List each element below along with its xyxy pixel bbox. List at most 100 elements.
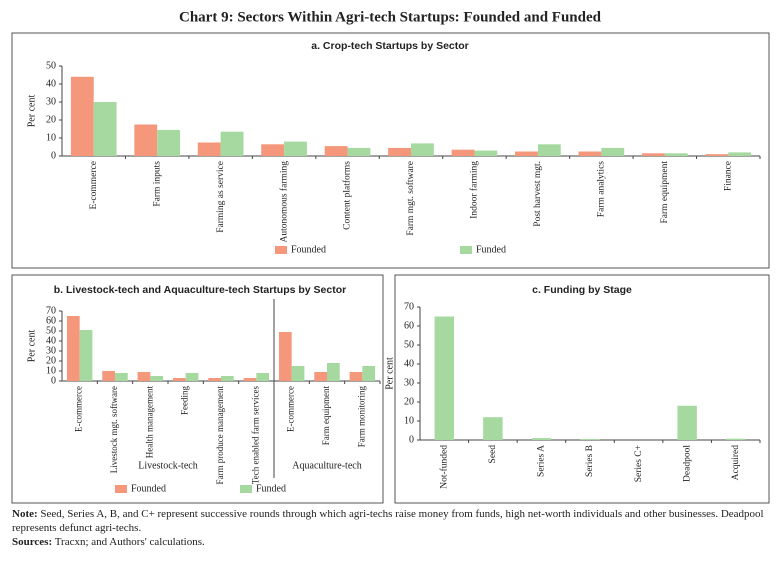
bar — [347, 147, 371, 156]
bar — [208, 378, 221, 381]
legend-swatch — [460, 246, 472, 254]
bar — [537, 144, 561, 156]
x-tick-label: Farm mgt. software — [405, 161, 416, 236]
y-tick-label: 10 — [404, 415, 414, 426]
x-tick-label: Farm equipment — [321, 386, 331, 446]
x-tick-label: Series C+ — [634, 445, 644, 482]
bar — [324, 146, 348, 156]
bar — [677, 405, 697, 440]
x-tick-label: E-commerce — [74, 386, 84, 432]
panel-title: c. Funding by Stage — [532, 284, 632, 296]
sources: Sources: Tracxn; and Authors' calculatio… — [12, 535, 772, 549]
panel-title: b. Livestock-tech and Aquaculture-tech S… — [54, 284, 347, 296]
panel-frame — [11, 32, 770, 269]
x-tick-label: Series A — [537, 445, 547, 477]
bar — [172, 378, 186, 381]
bar — [728, 152, 752, 156]
x-tick-label: Farm inputs — [152, 161, 162, 207]
bar — [102, 371, 115, 381]
y-tick-label: 50 — [404, 339, 414, 350]
bar — [314, 372, 327, 381]
note-block: Note: Seed, Series A, B, and C+ represen… — [12, 507, 772, 549]
y-tick-label: 10 — [46, 365, 56, 376]
bar — [601, 147, 625, 156]
legend-swatch — [115, 485, 127, 493]
bar — [137, 372, 151, 381]
bar — [243, 378, 257, 381]
x-tick-label: Content platforms — [342, 161, 353, 230]
legend-label: Founded — [291, 244, 326, 255]
y-tick-label: 70 — [404, 301, 414, 312]
x-tick-label: Deadpool — [682, 445, 692, 482]
panel-title: a. Crop-tech Startups by Sector — [311, 40, 469, 52]
y-tick-label: 0 — [51, 150, 56, 161]
bar — [641, 153, 665, 156]
bar — [705, 154, 729, 156]
x-tick-label: Feeding — [180, 386, 190, 415]
bar — [531, 438, 552, 440]
bar — [327, 363, 340, 381]
y-tick-label: 0 — [409, 434, 414, 445]
legend-label: Founded — [131, 483, 166, 494]
bar — [515, 151, 538, 156]
y-axis-label: Per cent — [384, 357, 395, 390]
bar — [349, 372, 363, 381]
panel-frame — [394, 274, 770, 504]
y-tick-label: 60 — [404, 320, 414, 331]
bar — [411, 143, 434, 156]
bar — [157, 129, 181, 156]
y-axis-label: Per cent — [26, 330, 37, 363]
x-tick-label: Farm equipment — [660, 161, 670, 224]
legend-swatch — [240, 485, 252, 493]
bar — [93, 102, 117, 156]
bar — [220, 131, 244, 156]
y-tick-label: 40 — [46, 335, 56, 346]
bar — [115, 373, 128, 381]
bar — [261, 144, 285, 156]
y-tick-label: 60 — [46, 315, 56, 326]
bar — [278, 332, 292, 381]
x-tick-label: Livestock mgt. software — [109, 386, 119, 473]
group-label: Aquaculture-tech — [292, 460, 361, 471]
bar — [451, 149, 475, 156]
bar — [79, 330, 93, 381]
x-tick-label: Tech enabled farm services — [250, 386, 260, 485]
sources-label: Sources: — [12, 536, 53, 548]
bar — [256, 373, 270, 381]
bar — [483, 417, 503, 440]
y-tick-label: 50 — [46, 60, 56, 71]
x-tick-label: Health management — [144, 386, 154, 459]
y-tick-label: 20 — [404, 396, 414, 407]
x-tick-label: Autonomous farming — [278, 161, 289, 243]
x-tick-label: Series B — [585, 445, 595, 477]
bar — [66, 316, 80, 381]
bar — [578, 151, 602, 156]
bar — [580, 439, 600, 440]
x-tick-label: Farm monitoring — [356, 386, 366, 448]
y-tick-label: 30 — [46, 345, 56, 356]
legend-label: Funded — [256, 483, 286, 494]
legend-label: Funded — [476, 244, 506, 255]
y-tick-label: 10 — [46, 132, 56, 143]
y-tick-label: 0 — [51, 375, 56, 386]
x-tick-label: Farming as service — [216, 161, 226, 233]
bar — [150, 376, 164, 381]
y-tick-label: 30 — [404, 377, 414, 388]
bar — [284, 141, 307, 156]
group-label: Livestock-tech — [138, 460, 197, 471]
y-tick-label: 30 — [46, 96, 56, 107]
sources-text: Tracxn; and Authors' calculations. — [54, 536, 205, 548]
x-tick-label: Acquired — [731, 445, 741, 481]
y-tick-label: 20 — [46, 114, 56, 125]
chart-figure: Chart 9: Sectors Within Agri-tech Startu… — [11, 9, 770, 504]
figure-title: Chart 9: Sectors Within Agri-tech Startu… — [179, 9, 602, 25]
x-tick-label: Indoor farming — [469, 161, 480, 219]
bar — [388, 147, 411, 156]
bar — [474, 150, 498, 156]
y-tick-label: 50 — [46, 325, 56, 336]
bar — [291, 366, 305, 381]
panel-frame — [11, 274, 384, 504]
y-axis-label: Per cent — [26, 95, 37, 128]
x-tick-label: E-commerce — [89, 161, 99, 210]
legend-swatch — [275, 246, 287, 254]
